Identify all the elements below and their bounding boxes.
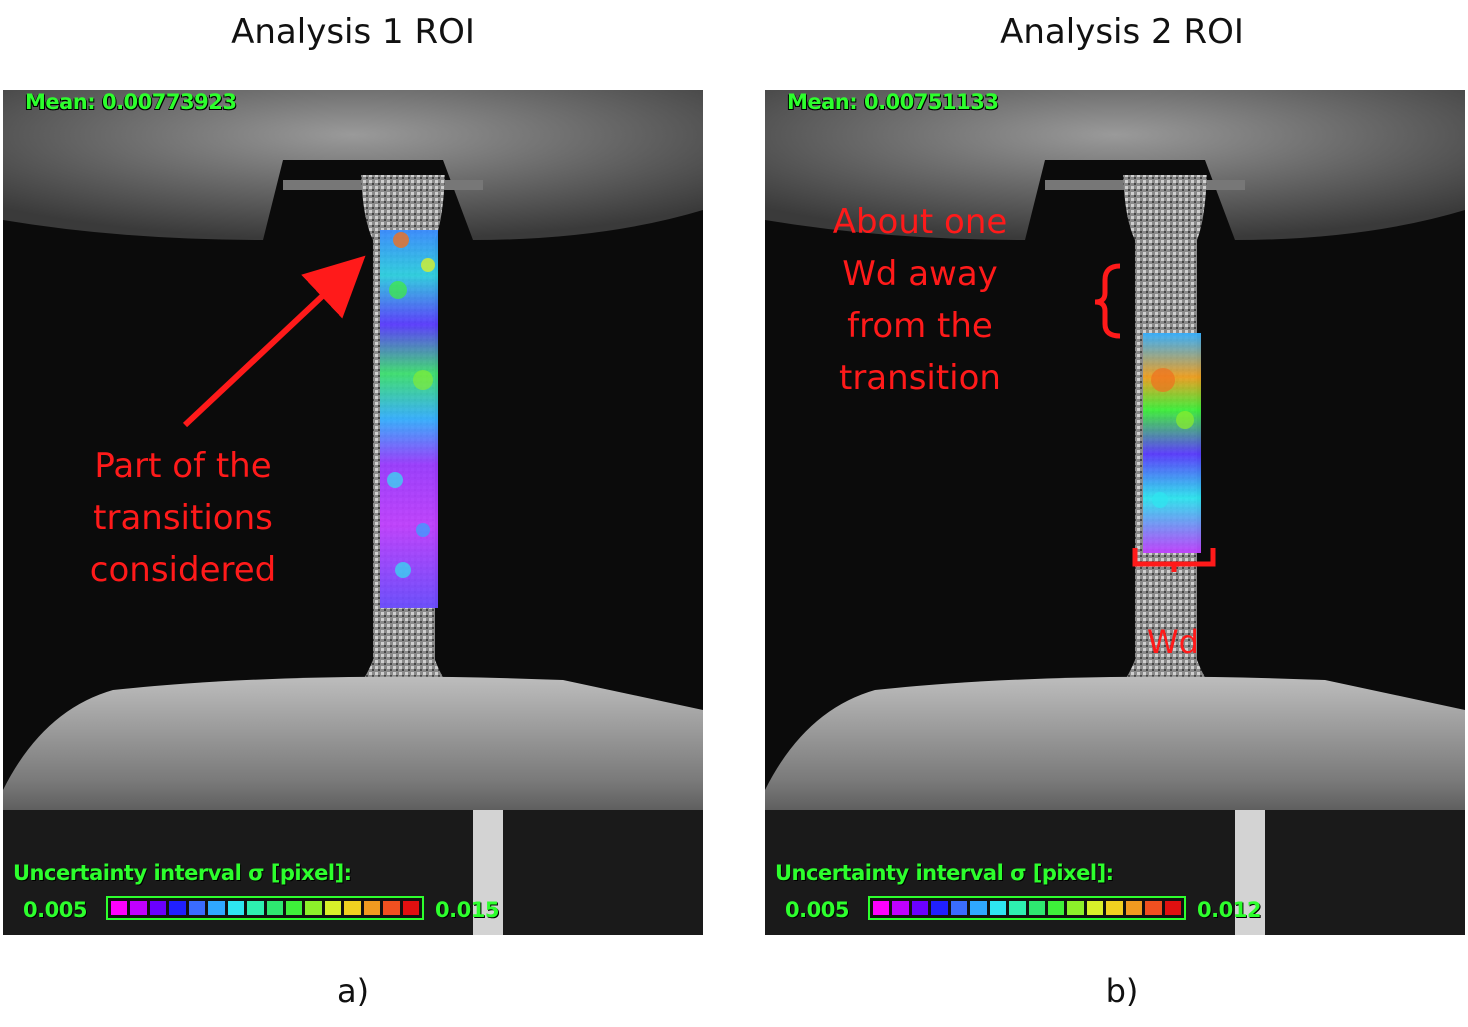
top-grip <box>3 90 703 240</box>
reflection <box>1235 810 1265 935</box>
colorbar-swatch <box>111 901 128 915</box>
colorbar-swatch <box>931 901 948 915</box>
colorbar-swatch <box>1164 901 1181 915</box>
legend-max: 0.015 <box>435 898 499 922</box>
colorbar-swatch <box>1047 901 1065 915</box>
reflection <box>473 810 503 935</box>
width-label: Wd <box>1147 623 1199 661</box>
colorbar-swatch <box>1028 901 1045 915</box>
panel-a-heading: Analysis 1 ROI <box>231 12 475 52</box>
panel-b-image: Mean: 0.00751133 About one Wd away from … <box>765 90 1465 935</box>
colorbar <box>106 896 424 920</box>
mean-value: Mean: 0.00773923 <box>25 90 237 114</box>
colorbar-swatch <box>324 901 342 915</box>
colorbar-swatch <box>892 901 909 915</box>
brace-marker <box>1094 263 1121 339</box>
colorbar-swatch <box>1067 901 1084 915</box>
width-bracket <box>1132 548 1216 572</box>
panel-b-caption: b) <box>1105 972 1139 1010</box>
roi-map <box>1143 333 1201 553</box>
bottom-grip <box>765 676 1465 850</box>
bottom-grip <box>3 676 703 850</box>
legend-title: Uncertainty interval σ [pixel]: <box>775 861 1114 885</box>
colorbar-swatch <box>383 901 400 915</box>
colorbar-swatch <box>911 901 929 915</box>
colorbar-swatch <box>873 901 890 915</box>
colorbar-swatch <box>169 901 186 915</box>
top-grip <box>765 90 1465 240</box>
legend-min: 0.005 <box>785 898 849 922</box>
colorbar-swatch <box>950 901 968 915</box>
colorbar-swatch <box>363 901 381 915</box>
colorbar-swatch <box>266 901 283 915</box>
colorbar-swatch <box>149 901 167 915</box>
colorbar-swatch <box>285 901 303 915</box>
colorbar-swatch <box>1145 901 1162 915</box>
colorbar-swatch <box>1086 901 1104 915</box>
colorbar-swatch <box>305 901 322 915</box>
legend-max: 0.012 <box>1197 898 1261 922</box>
mean-value: Mean: 0.00751133 <box>787 90 999 114</box>
colorbar-swatch <box>989 901 1007 915</box>
panel-a-image: Mean: 0.00773923 Part of the transitions… <box>3 90 703 935</box>
colorbar <box>868 896 1186 920</box>
colorbar-swatch <box>1106 901 1123 915</box>
legend-title: Uncertainty interval σ [pixel]: <box>13 861 352 885</box>
panel-b-scene <box>765 90 1465 935</box>
colorbar-swatch <box>402 901 419 915</box>
legend-min: 0.005 <box>23 898 87 922</box>
colorbar-swatch <box>208 901 225 915</box>
panel-a-caption: a) <box>336 972 370 1010</box>
colorbar-swatch <box>247 901 264 915</box>
colorbar-swatch <box>1009 901 1026 915</box>
annotation-text: Part of the transitions considered <box>89 446 277 590</box>
panel-b-heading: Analysis 2 ROI <box>1000 12 1244 52</box>
colorbar-swatch <box>130 901 147 915</box>
annotation-arrow <box>182 255 366 428</box>
colorbar-swatch <box>227 901 245 915</box>
colorbar-swatch <box>970 901 987 915</box>
colorbar-swatch <box>344 901 361 915</box>
colorbar-swatch <box>1125 901 1143 915</box>
roi-map <box>380 230 438 608</box>
annotation-text: About one Wd away from the transition <box>832 202 1008 398</box>
colorbar-swatch <box>188 901 206 915</box>
